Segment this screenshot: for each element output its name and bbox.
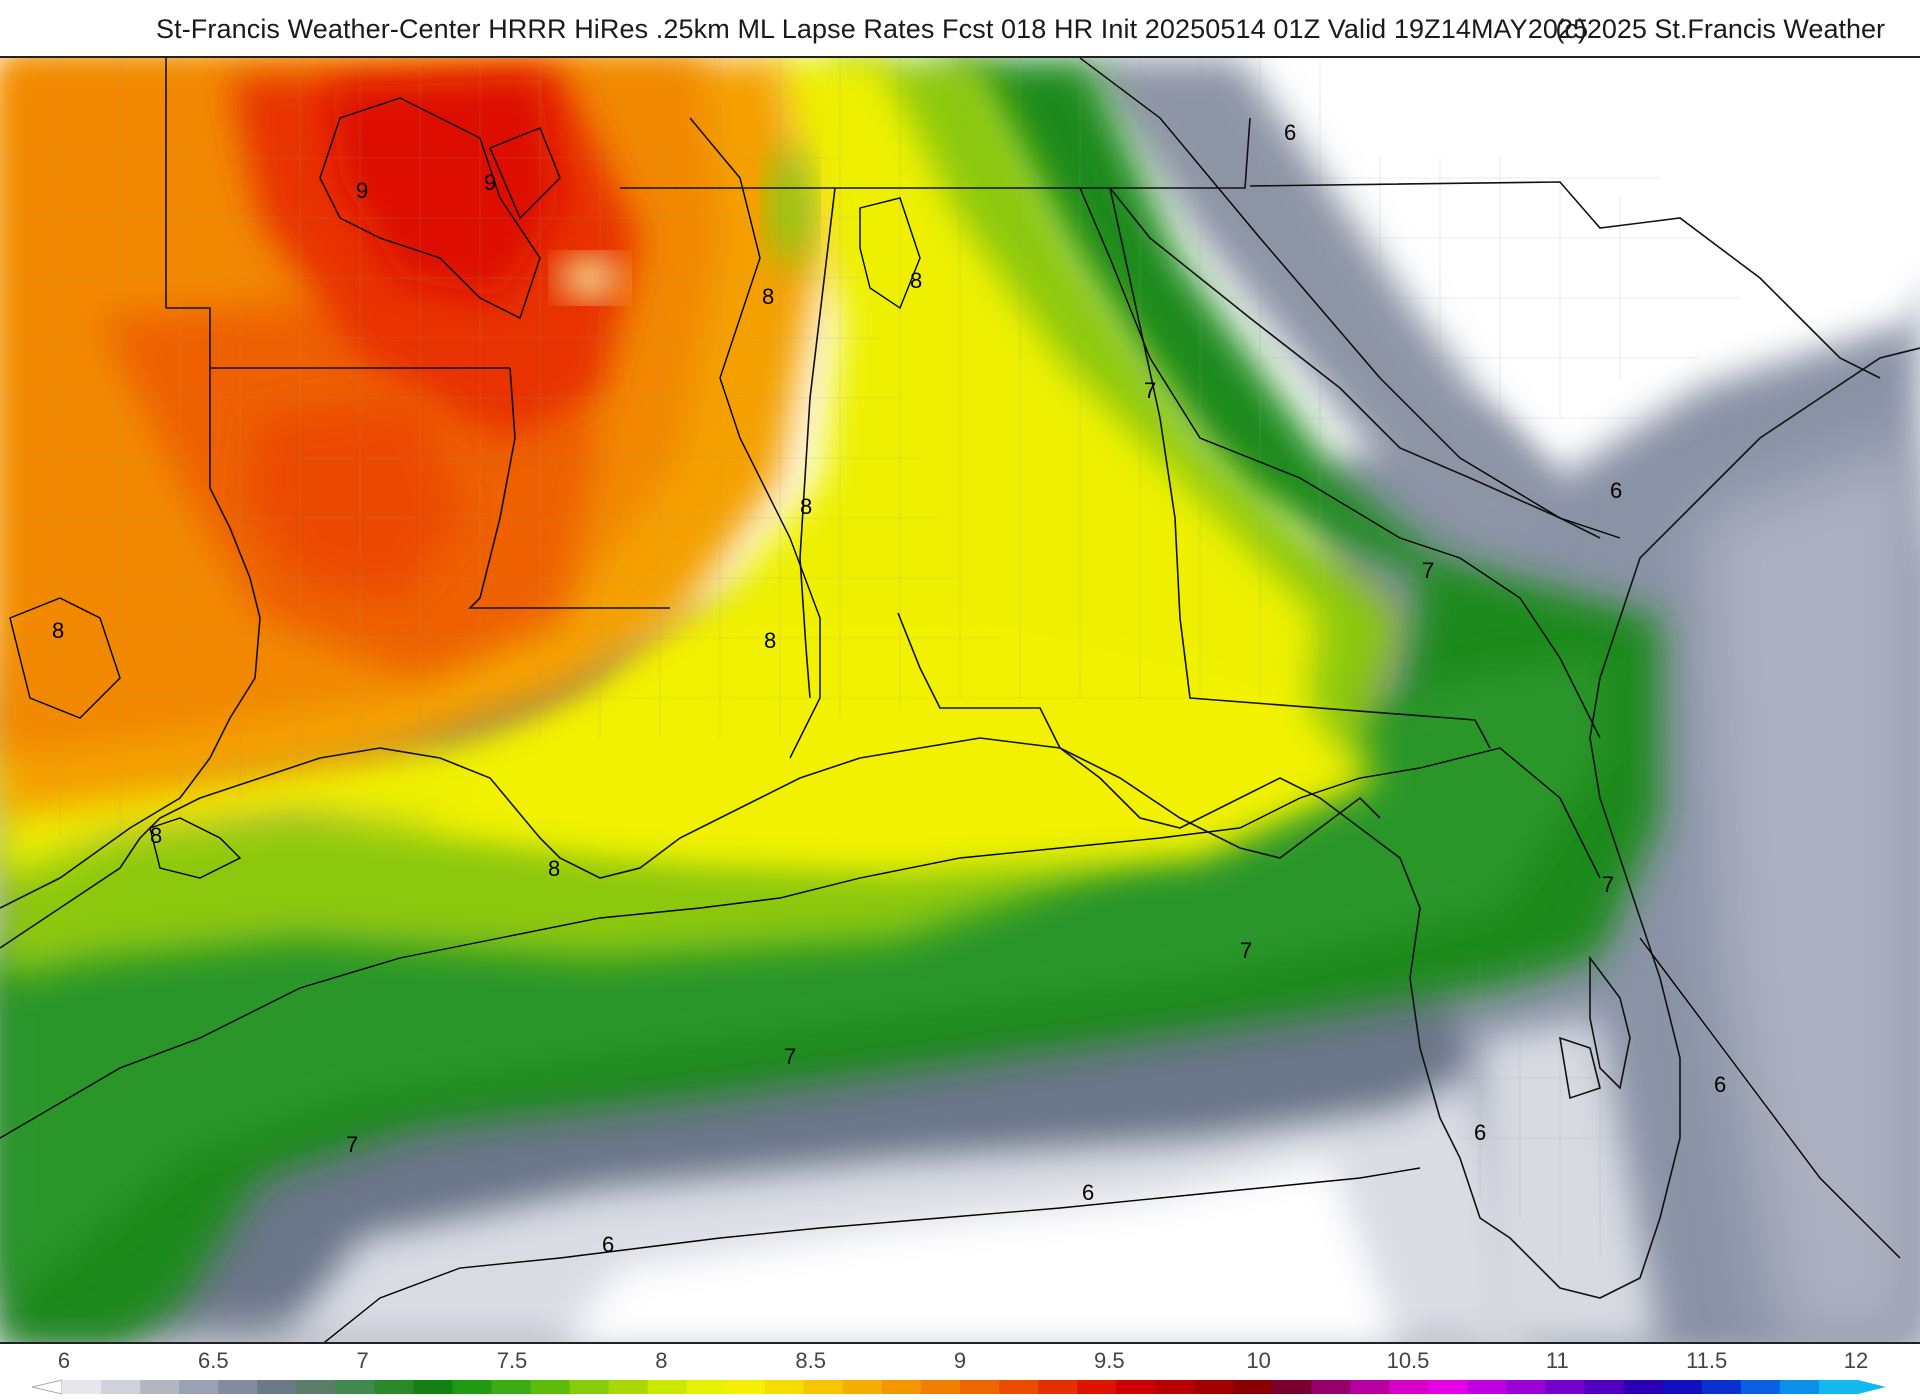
contour-label: 8 <box>150 823 162 848</box>
colorbar-swatch <box>62 1380 102 1394</box>
contour-label: 7 <box>1240 938 1252 963</box>
colorbar-swatch <box>764 1380 805 1394</box>
colorbar-swatch <box>1584 1380 1625 1394</box>
colorbar-swatch <box>101 1380 141 1394</box>
contour-label: 8 <box>762 284 774 309</box>
colorbar-swatch <box>999 1380 1039 1394</box>
colorbar-swatch <box>960 1380 1000 1394</box>
colorbar-swatch <box>374 1380 414 1394</box>
colorbar-tick-label: 9 <box>953 1348 967 1373</box>
contour-label: 9 <box>484 170 496 195</box>
colorbar-min-arrow <box>31 1379 63 1395</box>
colorbar-swatch <box>179 1380 219 1394</box>
contour-lines <box>0 58 1901 1342</box>
colorbar-swatch <box>530 1380 571 1394</box>
map-title: St-Francis Weather-Center HRRR HiRes .25… <box>156 14 1589 44</box>
colorbar-swatch <box>1233 1380 1273 1394</box>
colorbar-tick-label: 12 <box>1843 1348 1869 1373</box>
colorbar-swatch <box>218 1380 258 1394</box>
colorbar-swatch <box>1272 1380 1312 1394</box>
colorbar-swatch <box>140 1380 180 1394</box>
colorbar-swatch <box>1311 1380 1352 1394</box>
contour-labels: 9 9 8 8 8 8 8 8 8 7 7 7 7 7 7 6 6 6 6 6 … <box>52 120 1726 1257</box>
colorbar-swatch <box>413 1380 454 1394</box>
colorbar-tick-label: 10 <box>1246 1348 1271 1373</box>
contour-label: 6 <box>1082 1180 1094 1205</box>
colorbar-tick-label: 11.5 <box>1686 1348 1728 1373</box>
colorbar-swatch <box>569 1380 610 1394</box>
colorbar-swatch <box>1545 1380 1586 1394</box>
colorbar-swatch <box>1194 1380 1234 1394</box>
colorbar-swatch <box>725 1380 766 1394</box>
colorbar-max-arrow <box>1858 1380 1886 1394</box>
colorbar-swatch <box>1389 1380 1430 1394</box>
contour-label: 6 <box>1610 478 1622 503</box>
colorbar-swatch <box>1116 1380 1156 1394</box>
colorbar-swatch <box>1155 1380 1195 1394</box>
colorbar-tick-label: 6 <box>57 1348 71 1373</box>
contour-label: 7 <box>1422 558 1434 583</box>
contour-label: 6 <box>1474 1120 1486 1145</box>
colorbar-tick-label: 8.5 <box>795 1348 826 1373</box>
contour-label: 6 <box>602 1232 614 1257</box>
contour-label: 8 <box>910 268 922 293</box>
map-panel[interactable]: 9 9 8 8 8 8 8 8 8 7 7 7 7 7 7 6 6 6 6 6 … <box>0 56 1920 1344</box>
contour-label: 6 <box>1284 120 1296 145</box>
lapse-rate-map[interactable]: 9 9 8 8 8 8 8 8 8 7 7 7 7 7 7 6 6 6 6 6 … <box>0 58 1920 1344</box>
colorbar-swatch <box>803 1380 844 1394</box>
colorbar-tick-label: 9.5 <box>1094 1348 1125 1373</box>
contour-label: 7 <box>1144 378 1156 403</box>
colorbar-swatch <box>1038 1380 1078 1394</box>
colorbar-swatch <box>1701 1380 1742 1394</box>
contour-label: 7 <box>784 1044 796 1069</box>
colorbar-swatch <box>452 1380 493 1394</box>
colorbar-swatch <box>296 1380 336 1394</box>
contour-label: 9 <box>356 178 368 203</box>
colorbar-swatch <box>1662 1380 1703 1394</box>
colorbar-swatches <box>31 1379 1886 1395</box>
contour-label: 6 <box>1714 1072 1726 1097</box>
contour-label: 8 <box>548 856 560 881</box>
contour-label: 8 <box>764 628 776 653</box>
colorbar <box>0 1344 1920 1400</box>
county-lines <box>0 58 1740 1258</box>
colorbar-tick-label: 8 <box>655 1348 668 1373</box>
colorbar-swatch <box>1077 1380 1117 1394</box>
colorbar-swatch <box>920 1380 961 1394</box>
colorbar-tick-label: 7 <box>356 1348 369 1373</box>
colorbar-swatch <box>608 1380 649 1394</box>
colorbar-swatch <box>257 1380 297 1394</box>
contour-label: 7 <box>346 1132 358 1157</box>
state-borders <box>0 58 1881 909</box>
colorbar-swatch <box>1350 1380 1391 1394</box>
colorbar-swatch <box>1818 1380 1859 1394</box>
colorbar-swatch <box>1467 1380 1508 1394</box>
colorbar-swatch <box>1506 1380 1547 1394</box>
colorbar-swatch <box>335 1380 375 1394</box>
contour-label: 8 <box>52 618 64 643</box>
contour-label: 8 <box>800 494 812 519</box>
colorbar-swatch <box>1740 1380 1781 1394</box>
copyright-label: (c)2025 St.Francis Weather <box>1555 14 1885 44</box>
colorbar-swatch <box>686 1380 727 1394</box>
colorbar-tick-label: 10.5 <box>1386 1348 1430 1373</box>
colorbar-tick-label: 6.5 <box>198 1348 229 1373</box>
colorbar-swatch <box>647 1380 688 1394</box>
colorbar-swatch <box>842 1380 883 1394</box>
coastlines <box>0 347 1920 1299</box>
colorbar-swatch <box>1428 1380 1469 1394</box>
contour-label: 7 <box>1602 872 1614 897</box>
colorbar-tick-label: 11 <box>1545 1348 1569 1373</box>
title-bar: St-Francis Weather-Center HRRR HiRes .25… <box>0 0 1920 56</box>
colorbar-swatch <box>491 1380 532 1394</box>
colorbar-swatch <box>1779 1380 1820 1394</box>
colorbar-swatch <box>881 1380 922 1394</box>
colorbar-swatch <box>1623 1380 1664 1394</box>
colorbar-tick-label: 7.5 <box>496 1348 528 1373</box>
